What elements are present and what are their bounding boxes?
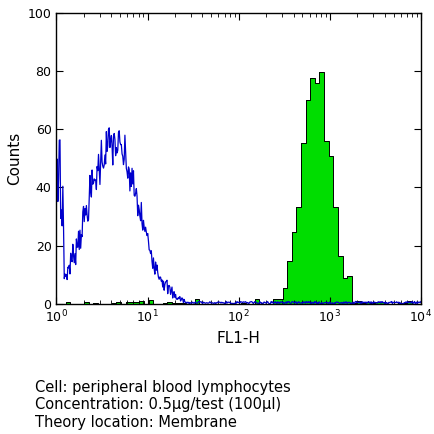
Text: Cell: peripheral blood lymphocytes
Concentration: 0.5μg/test (100μl)
Theory loca: Cell: peripheral blood lymphocytes Conce… — [35, 380, 290, 430]
X-axis label: FL1-H: FL1-H — [217, 331, 261, 346]
Y-axis label: Counts: Counts — [7, 132, 22, 185]
